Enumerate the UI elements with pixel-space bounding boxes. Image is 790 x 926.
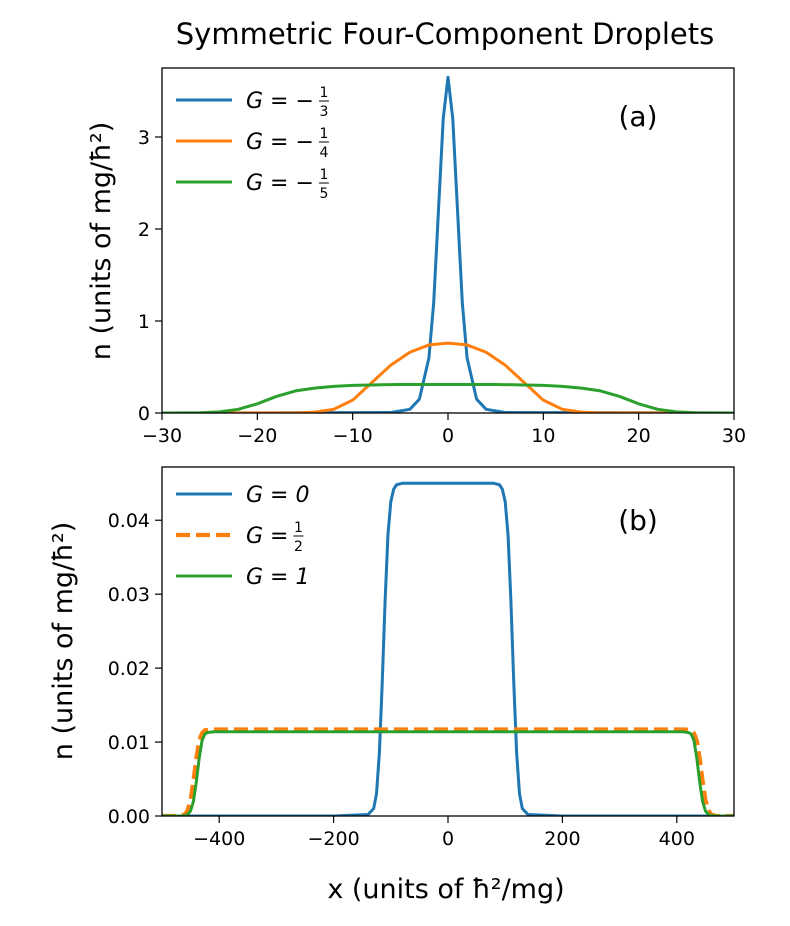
y-tick-label: 2: [138, 219, 150, 241]
x-tick-label: 30: [722, 425, 746, 447]
legend-fraction-numerator: 1: [319, 126, 328, 142]
legend-label: G =: [246, 524, 288, 549]
series-line: [162, 730, 734, 816]
y-tick-label: 0.02: [108, 658, 150, 680]
series-line: [162, 727, 734, 816]
y-tick-label: 0.01: [108, 732, 150, 754]
series-line: [162, 341, 734, 413]
panel-b-series: [162, 481, 734, 816]
series-line: [162, 481, 734, 816]
panel-a: −30 −20 −10 0 10 20 30 0 1 2 3 (a) n (units of mg/…: [86, 67, 746, 447]
y-tick-label: 1: [138, 311, 150, 333]
legend-fraction-denominator: 5: [319, 186, 328, 202]
panel-a-ylabel: n (units of mg/ħ²): [86, 122, 117, 360]
legend-fraction-numerator: 1: [294, 520, 303, 536]
y-tick-label: 0.00: [108, 806, 150, 828]
x-tick-label: 200: [544, 828, 580, 850]
panel-b-label: (b): [618, 504, 658, 537]
legend-label: G = 0: [246, 483, 309, 508]
x-tick-label: −30: [142, 425, 182, 447]
y-tick-label: 0.04: [108, 510, 150, 532]
panel-a-ticks: −30 −20 −10 0 10 20 30 0 1 2 3: [138, 127, 746, 447]
series-line: [162, 75, 734, 413]
panel-b-frame: [161, 466, 735, 817]
legend-fraction-denominator: 4: [319, 145, 328, 161]
x-tick-label: −20: [237, 425, 277, 447]
x-tick-label: −200: [308, 828, 360, 850]
x-tick-label: −400: [193, 828, 245, 850]
figure-title: Symmetric Four-Component Droplets: [176, 17, 714, 51]
panel-a-legend: G = − 1 3 G = − 1 4 G = − 1 5: [176, 85, 329, 202]
x-tick-label: −10: [333, 425, 373, 447]
legend-fraction-numerator: 1: [319, 167, 328, 183]
legend-label: G = −: [246, 89, 314, 114]
panel-b-ylabel: n (units of mg/ħ²): [48, 522, 79, 760]
panel-b-ticks: −400 −200 0 200 400 0.00 0.01 0.02 0.03 0.04: [108, 510, 695, 850]
panel-a-frame: [161, 67, 735, 414]
legend-fraction-denominator: 3: [319, 104, 328, 120]
legend-label: G = −: [246, 130, 314, 155]
x-tick-label: 10: [531, 425, 555, 447]
x-tick-label: 0: [442, 828, 454, 850]
panel-b-xlabel: x (units of ħ²/mg): [327, 874, 564, 905]
y-tick-label: 0: [138, 403, 150, 425]
legend-label: G = 1: [246, 565, 309, 590]
x-tick-label: 0: [442, 425, 454, 447]
legend-label: G = −: [246, 171, 314, 196]
panel-b-legend: G = 0 G = 1 2 G = 1: [176, 483, 309, 590]
series-line: [162, 382, 734, 413]
y-tick-label: 0.03: [108, 584, 150, 606]
legend-fraction-numerator: 1: [319, 85, 328, 101]
panel-a-series: [162, 75, 734, 413]
legend-fraction-denominator: 2: [294, 539, 303, 555]
panel-a-label: (a): [618, 100, 657, 133]
x-tick-label: 400: [659, 828, 695, 850]
x-tick-label: 20: [627, 425, 651, 447]
y-tick-label: 3: [138, 127, 150, 149]
